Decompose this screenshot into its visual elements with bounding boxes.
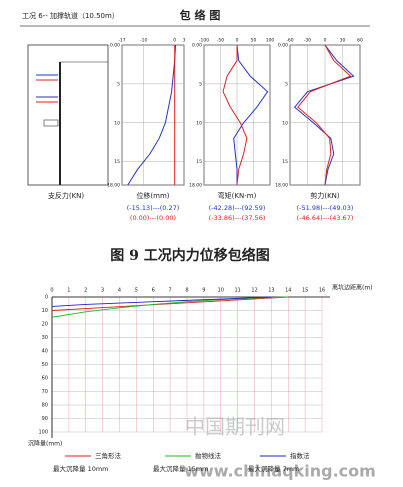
watermark: www.chinaqking.com [184, 462, 376, 481]
max-settlement: 最大沉降量 7mm [248, 464, 299, 473]
max-settlement: 最大沉降量 15mm [153, 464, 209, 473]
y-tick-label: 18.00 [189, 183, 202, 189]
x-tick-label: 9 [202, 288, 205, 294]
y-tick-label: 18.00 [275, 183, 288, 189]
x-tick-label: 3 [101, 288, 104, 294]
range-max: (-15.13)---(0.27) [127, 204, 180, 212]
range-min: (-33.86)---(37.56) [209, 214, 266, 222]
x-tick-label: 15 [302, 288, 308, 294]
x-tick-label: 60 [357, 38, 363, 44]
x-tick-label: 13 [268, 288, 274, 294]
max-settlement: 最大沉降量 10mm [53, 464, 109, 473]
y-tick-label: 20 [42, 322, 48, 328]
range-min: (0.00)---(0.00) [130, 214, 176, 222]
x-tick-label: 50 [251, 38, 257, 44]
x-tick-label: 0 [50, 288, 53, 294]
envelope-line [293, 44, 355, 186]
y-tick-label: 70 [42, 389, 48, 395]
y-tick-label: 5 [117, 81, 120, 87]
panel-label: 剪力(KN) [310, 191, 340, 200]
settlement-line [51, 296, 289, 311]
envelope-line [127, 44, 177, 186]
range-max: (-51.98)---(49.03) [297, 204, 354, 212]
y-tick-label: 0.00 [110, 43, 120, 49]
x-tick-label: 11 [234, 288, 240, 294]
x-tick-label: 6 [152, 288, 155, 294]
y-tick-label: 0.00 [192, 43, 202, 49]
caption: 图 9 工况内力位移包络图 [110, 247, 270, 264]
x-tick-label: -60 [286, 38, 293, 44]
y-tick-label: 5 [199, 81, 202, 87]
x-tick-label: -17 [118, 38, 125, 44]
x-tick-label: -30 [304, 38, 311, 44]
y-tick-label: 5 [285, 81, 288, 87]
y-tick-label: 60 [42, 376, 48, 382]
header-left: 工况 6-- 加撑轨道（10.50m） [22, 11, 119, 20]
y-tick-label: 10 [282, 120, 288, 126]
y-tick-label: 30 [42, 335, 48, 341]
envelope-line [297, 44, 352, 186]
y-axis-label: 沉降量(mm) [28, 440, 62, 448]
y-tick-label: 80 [42, 403, 48, 409]
y-tick-label: 15 [282, 159, 288, 165]
x-tick-label: 16 [319, 288, 325, 294]
x-tick-label: -10 [140, 38, 147, 44]
x-tick-label: 2 [84, 288, 87, 294]
y-tick-label: 50 [42, 362, 48, 368]
y-tick-label: 100 [38, 430, 48, 436]
x-tick-label: 100 [266, 38, 275, 44]
x-tick-label: 0 [236, 38, 239, 44]
panel-label: 位移(mm) [136, 191, 169, 200]
range-max: (-42.28)---(92.59) [209, 204, 266, 212]
y-tick-label: 10 [196, 120, 202, 126]
support-label: 支反力(KN) [48, 191, 85, 200]
x-tick-label: 4 [118, 288, 121, 294]
header-title: 包 络 图 [179, 8, 221, 22]
y-tick-label: 10 [42, 308, 48, 314]
x-tick-label: 0 [173, 38, 176, 44]
support-diagram [27, 44, 109, 186]
panel-label: 弯矩(KN-m) [218, 191, 257, 200]
y-tick-label: 90 [42, 416, 48, 422]
y-tick-label: 0.00 [278, 43, 288, 49]
legend-label: 三角形法 [95, 451, 122, 460]
y-tick-label: 10 [114, 120, 120, 126]
x-tick-label: 10 [218, 288, 224, 294]
y-tick-label: 40 [42, 349, 48, 355]
x-tick-label: 1 [67, 288, 70, 294]
range-min: (-46.64)---(43.67) [297, 214, 354, 222]
y-tick-label: 15 [196, 159, 202, 165]
watermark: 中国期刊网 [185, 415, 285, 439]
x-tick-label: 0 [324, 38, 327, 44]
y-tick-label: 0 [45, 295, 48, 301]
envelope-line [233, 44, 269, 185]
x-tick-label: 12 [251, 288, 257, 294]
x-tick-label: 14 [285, 288, 291, 294]
x-tick-label: 5 [135, 288, 138, 294]
x-tick-label: 7 [169, 288, 172, 294]
legend-label: 指数法 [290, 451, 310, 460]
x-tick-label: -100 [199, 38, 209, 44]
y-tick-label: 15 [114, 159, 120, 165]
x-tick-label: 8 [185, 288, 188, 294]
x-tick-label: -50 [217, 38, 224, 44]
envelope-line [222, 45, 248, 186]
x-tick-label: 3 [183, 38, 186, 44]
x-tick-label: 30 [340, 38, 346, 44]
settlement-line [51, 296, 272, 307]
legend-label: 抛物线法 [195, 451, 222, 460]
x-axis-label: 离坑边距离(m) [332, 284, 373, 292]
y-tick-label: 18.00 [107, 183, 120, 189]
